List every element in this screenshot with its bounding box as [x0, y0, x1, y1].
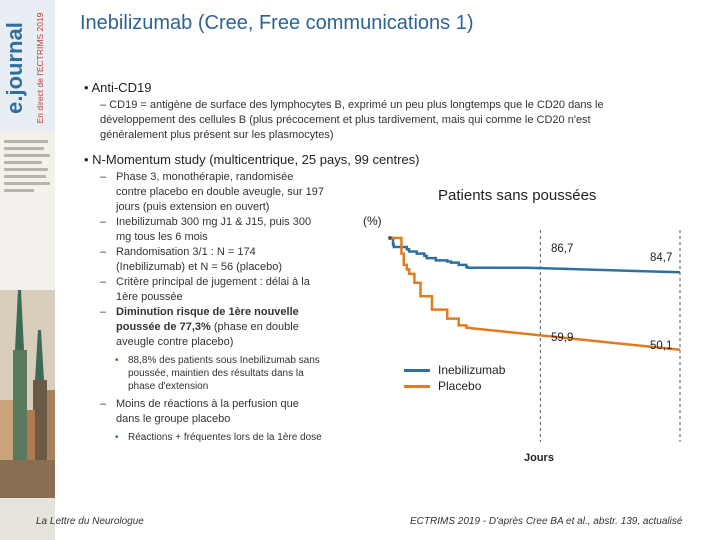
slide-title: Inebilizumab (Cree, Free communications …: [80, 12, 474, 34]
data-label-inebilizumab-197: 86,7: [551, 243, 574, 255]
data-label-inebilizumab-end: 84,7: [650, 252, 673, 264]
start-point: [388, 236, 392, 240]
city-skyline-image: [0, 290, 55, 500]
list-item: Critère principal de jugement : délai à …: [100, 275, 325, 305]
data-label-placebo-197: 59,9: [551, 332, 574, 344]
bullet-anti-cd19: • Anti-CD19: [84, 80, 152, 95]
brand-logo: e.journal: [2, 22, 27, 114]
chart-title: Patients sans poussées: [438, 187, 597, 204]
cd19-description: – CD19 = antigène de surface des lymphoc…: [100, 99, 604, 141]
brand-band: e.journal En direct de l'ECTRIMS 2019: [0, 0, 55, 132]
sidebar: e.journal En direct de l'ECTRIMS 2019: [0, 0, 55, 540]
sub-item: Réactions + fréquentes lors de la 1ère d…: [100, 431, 325, 444]
series-line-inebilizumab: [390, 236, 681, 274]
list-item: Inebilizumab 300 mg J1 & J15, puis 300 m…: [100, 215, 325, 245]
list-item: Moins de réactions à la perfusion que da…: [100, 397, 325, 427]
sub-item: 88,8% des patients sous Inebilizumab san…: [100, 354, 325, 393]
footer-source-left: La Lettre du Neurologue: [36, 516, 144, 527]
brand-tagline: En direct de l'ECTRIMS 2019: [35, 12, 45, 124]
sidebar-fine-print: [4, 140, 52, 290]
chart-x-label: Jours: [524, 452, 554, 464]
series-line-placebo: [390, 236, 681, 352]
list-item: Phase 3, monothérapie, randomisée contre…: [100, 170, 325, 215]
footer-reference: ECTRIMS 2019 - D'après Cree BA et al., a…: [410, 516, 683, 527]
bullet-n-momentum: • N-Momentum study (multicentrique, 25 p…: [84, 152, 420, 167]
sidebar-footer-band: [0, 498, 55, 540]
legend-item-placebo: Placebo: [404, 378, 505, 394]
list-item-risk-reduction: Diminution risque de 1ère nouvelle pouss…: [100, 305, 325, 350]
kaplan-meier-chart: [388, 230, 681, 442]
data-label-placebo-end: 50,1: [650, 340, 673, 352]
legend-item-inebilizumab: Inebilizumab: [404, 362, 505, 378]
study-details-list: Phase 3, monothérapie, randomisée contre…: [100, 170, 325, 448]
chart-legend: Inebilizumab Placebo: [404, 362, 505, 394]
chart-y-unit: (%): [363, 214, 382, 228]
list-item: Randomisation 3/1 : N = 174 (Inebilizuma…: [100, 245, 325, 275]
